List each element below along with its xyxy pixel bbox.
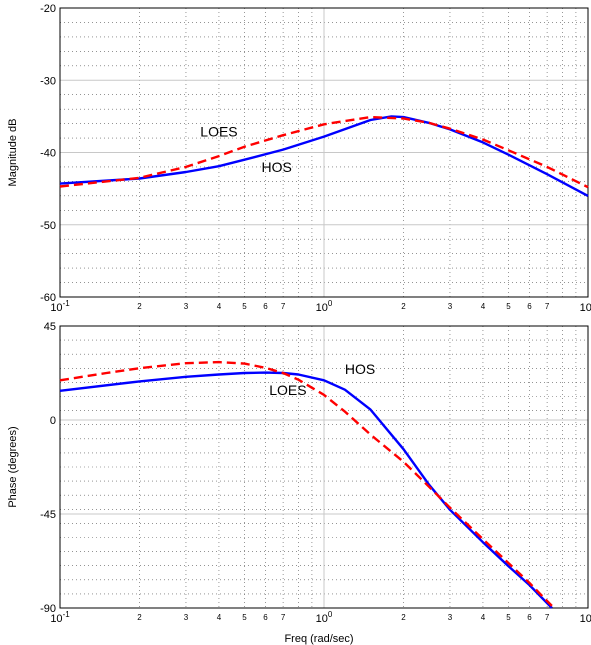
x-tick-label: 101: [580, 610, 591, 625]
x-minor-tick-label: 3: [448, 302, 453, 311]
plot-frame: [59, 7, 589, 298]
y-axis-label: Phase (degrees): [7, 426, 19, 507]
x-minor-tick-label: 6: [527, 613, 532, 622]
annotation-loes: LOES: [200, 124, 237, 140]
x-tick-label: 101: [580, 299, 591, 314]
y-tick-label: -50: [40, 220, 56, 232]
phase-panel: 450-45-9010-1100101234567234567HOSLOESPh…: [7, 321, 591, 645]
x-minor-tick-label: 4: [217, 613, 222, 622]
annotation-hos: HOS: [262, 159, 292, 175]
x-minor-tick-label: 5: [242, 613, 247, 622]
x-minor-tick-label: 6: [263, 302, 268, 311]
y-tick-label: -45: [40, 509, 56, 521]
x-minor-tick-label: 2: [137, 613, 142, 622]
y-tick-label: -90: [40, 603, 56, 615]
x-minor-tick-label: 6: [263, 613, 268, 622]
x-minor-tick-label: 2: [401, 302, 406, 311]
x-minor-tick-label: 2: [401, 613, 406, 622]
x-minor-tick-label: 5: [506, 302, 511, 311]
x-axis-label: Freq (rad/sec): [284, 633, 353, 645]
annotation-hos: HOS: [345, 361, 375, 377]
x-tick-label: 100: [316, 299, 333, 314]
x-minor-tick-label: 4: [217, 302, 222, 311]
x-minor-tick-label: 4: [481, 613, 486, 622]
y-tick-label: -30: [40, 75, 56, 87]
annotation-loes: LOES: [269, 382, 306, 398]
x-minor-tick-label: 3: [184, 613, 189, 622]
x-minor-tick-label: 5: [242, 302, 247, 311]
series-line-loes: [59, 360, 553, 607]
y-tick-label: -20: [40, 3, 56, 15]
x-minor-tick-label: 4: [481, 302, 486, 311]
x-minor-tick-label: 2: [137, 302, 142, 311]
x-minor-tick-label: 7: [545, 613, 550, 622]
x-minor-tick-label: 7: [281, 302, 286, 311]
x-minor-tick-label: 6: [527, 302, 532, 311]
x-tick-label: 10-1: [50, 610, 70, 625]
x-minor-tick-label: 7: [281, 613, 286, 622]
series-line-loes: [59, 115, 589, 189]
x-minor-tick-label: 7: [545, 302, 550, 311]
y-tick-label: -40: [40, 148, 56, 160]
y-tick-label: 45: [44, 321, 56, 333]
y-tick-label: -60: [40, 292, 56, 304]
x-tick-label: 100: [316, 610, 333, 625]
x-minor-tick-label: 5: [506, 613, 511, 622]
y-tick-label: 0: [50, 415, 56, 427]
plot-frame: [59, 325, 589, 609]
x-tick-label: 10-1: [50, 299, 70, 314]
y-axis-label: Magnitude dB: [7, 119, 19, 187]
x-minor-tick-label: 3: [448, 613, 453, 622]
series-line-hos: [59, 371, 553, 609]
x-minor-tick-label: 3: [184, 302, 189, 311]
